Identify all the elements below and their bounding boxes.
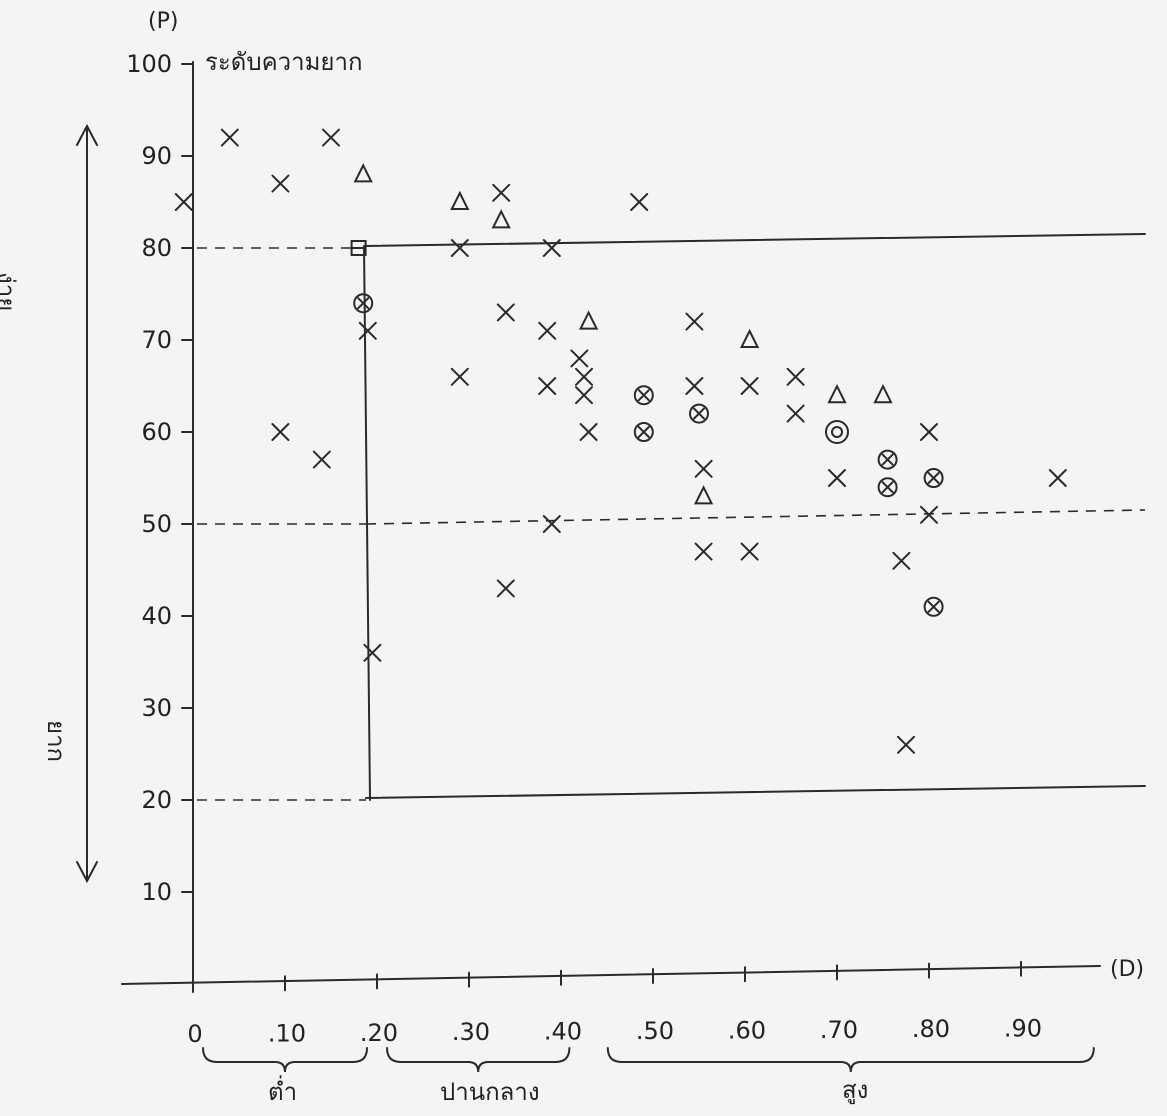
data-point-x	[892, 551, 911, 570]
data-point-square	[350, 240, 367, 256]
x-tick-label: .10	[268, 1019, 306, 1047]
data-point-x	[685, 377, 704, 395]
x-tick-label: .80	[912, 1015, 950, 1043]
hard-label: ยาก	[42, 720, 70, 762]
data-point-x	[685, 312, 704, 331]
data-point-x	[828, 469, 846, 487]
data-point-circle-x	[633, 385, 654, 406]
data-point-x	[174, 193, 193, 211]
data-point-x	[220, 128, 239, 147]
data-point-x	[271, 174, 290, 193]
data-point-x	[538, 377, 557, 395]
group-brace-0	[202, 1047, 368, 1073]
data-point-circle-x	[877, 449, 898, 470]
y-tick-label: 100	[126, 50, 172, 78]
data-point-x	[492, 183, 511, 202]
y-tick-label: 20	[141, 786, 172, 814]
group-brace-2	[606, 1047, 1095, 1073]
y-tick-label: 10	[141, 878, 172, 906]
data-point-triangle	[693, 485, 714, 505]
data-point-x	[786, 367, 805, 386]
group-label-mid: ปานกลาง	[440, 1078, 540, 1106]
y-tick-label: 60	[141, 418, 172, 446]
data-point-x	[450, 239, 469, 257]
y-tick-label: 50	[141, 510, 172, 538]
data-point-x	[542, 515, 561, 533]
p-solid-line	[365, 785, 1146, 799]
data-point-circle-x	[353, 293, 374, 314]
x-tick-label: .60	[728, 1016, 766, 1044]
data-point-x	[740, 542, 759, 561]
data-point-circle-x	[877, 477, 898, 498]
data-point-circle-x	[689, 403, 709, 424]
data-point-triangle	[578, 310, 599, 330]
data-point-x	[363, 643, 382, 662]
data-point-x	[542, 239, 561, 257]
data-point-x	[322, 128, 340, 147]
data-point-x	[271, 423, 290, 441]
data-point-x	[496, 579, 515, 598]
d-vertical-line	[363, 245, 371, 801]
data-point-x	[570, 349, 589, 368]
data-point-x	[694, 542, 713, 561]
x-tick-label: .90	[1004, 1015, 1042, 1043]
data-point-x	[920, 423, 938, 441]
data-point-x	[538, 321, 557, 340]
data-point-x	[920, 505, 938, 524]
data-point-triangle	[450, 190, 470, 210]
data-point-x	[694, 459, 713, 478]
data-point-x	[630, 193, 649, 211]
data-point-x	[740, 377, 759, 395]
data-point-x	[1048, 469, 1067, 487]
x-tick-label: .50	[636, 1017, 674, 1045]
group-label-low: ต่ำ	[268, 1075, 297, 1106]
arrow-up-icon	[76, 123, 98, 146]
arrow-down-icon	[76, 861, 98, 884]
data-point-triangle	[739, 328, 760, 348]
x-tick-label: .20	[360, 1019, 398, 1047]
data-point-x	[496, 303, 515, 322]
y-tick-label: 80	[141, 234, 172, 262]
data-point-x	[786, 404, 805, 423]
data-point-x	[358, 321, 377, 340]
data-point-x	[897, 735, 915, 754]
data-point-triangle	[827, 383, 847, 404]
x-tick-label: 0	[187, 1020, 202, 1048]
data-point-circle-x	[633, 422, 654, 442]
group-label-high: สูง	[842, 1076, 868, 1105]
y-tick-label: 40	[141, 602, 172, 630]
data-point-x	[312, 450, 331, 469]
data-point-triangle	[491, 209, 511, 229]
x-tick-label: .70	[820, 1016, 858, 1044]
x-tick-label: .30	[452, 1018, 490, 1046]
y-tick-label: 90	[141, 142, 172, 170]
x-tick-label: .40	[544, 1018, 582, 1046]
x-axis-line	[121, 965, 1101, 985]
data-point-x	[575, 367, 593, 386]
data-point-circle-x	[923, 468, 944, 488]
y-tick-label: 30	[141, 694, 172, 722]
x-axis-label: (D)	[1110, 957, 1144, 982]
p-solid-line	[365, 233, 1146, 247]
y-tick-label: 70	[141, 326, 172, 354]
data-point-circle-x	[923, 596, 944, 617]
data-point-x	[579, 423, 598, 441]
data-point-triangle	[353, 163, 373, 183]
group-brace-1	[386, 1047, 571, 1073]
easy-label: ง่าย	[0, 272, 20, 311]
p-dashed-line	[365, 509, 1146, 525]
y-axis-label: (P)	[148, 9, 178, 34]
data-point-circle-dot	[825, 420, 849, 444]
data-point-x	[450, 367, 469, 386]
chart-title: ระดับความยาก	[205, 48, 363, 76]
data-point-triangle	[873, 383, 893, 404]
data-point-x	[575, 386, 593, 405]
